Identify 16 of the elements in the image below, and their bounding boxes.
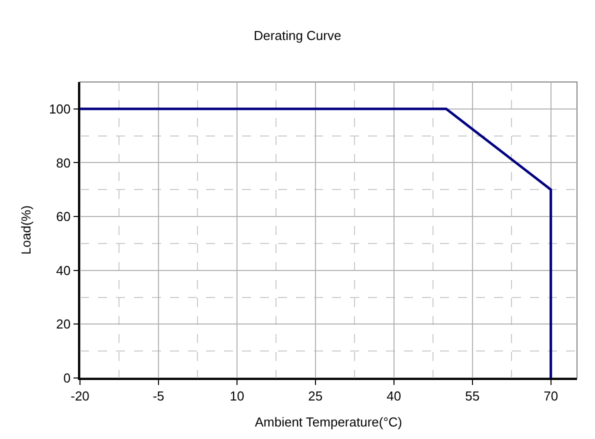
x-tick-label: -5	[152, 388, 164, 404]
y-tick-label: 20	[56, 316, 71, 332]
x-tick-label: -20	[70, 388, 90, 404]
chart-title: Derating Curve	[254, 28, 342, 43]
y-tick-label: 0	[63, 370, 71, 386]
x-tick-label: 25	[308, 388, 323, 404]
y-tick-label: 60	[56, 209, 71, 224]
y-tick-label: 100	[48, 101, 71, 116]
y-axis-title: Load(%)	[18, 205, 34, 255]
y-tick-label: 80	[56, 155, 71, 170]
y-tick-label: 40	[56, 262, 71, 278]
x-tick-label: 55	[465, 388, 480, 404]
x-tick-label: 10	[230, 388, 244, 404]
x-axis-title: Ambient Temperature(°C)	[254, 414, 402, 430]
x-tick-label: 70	[544, 388, 558, 404]
x-tick-label: 40	[386, 388, 402, 404]
